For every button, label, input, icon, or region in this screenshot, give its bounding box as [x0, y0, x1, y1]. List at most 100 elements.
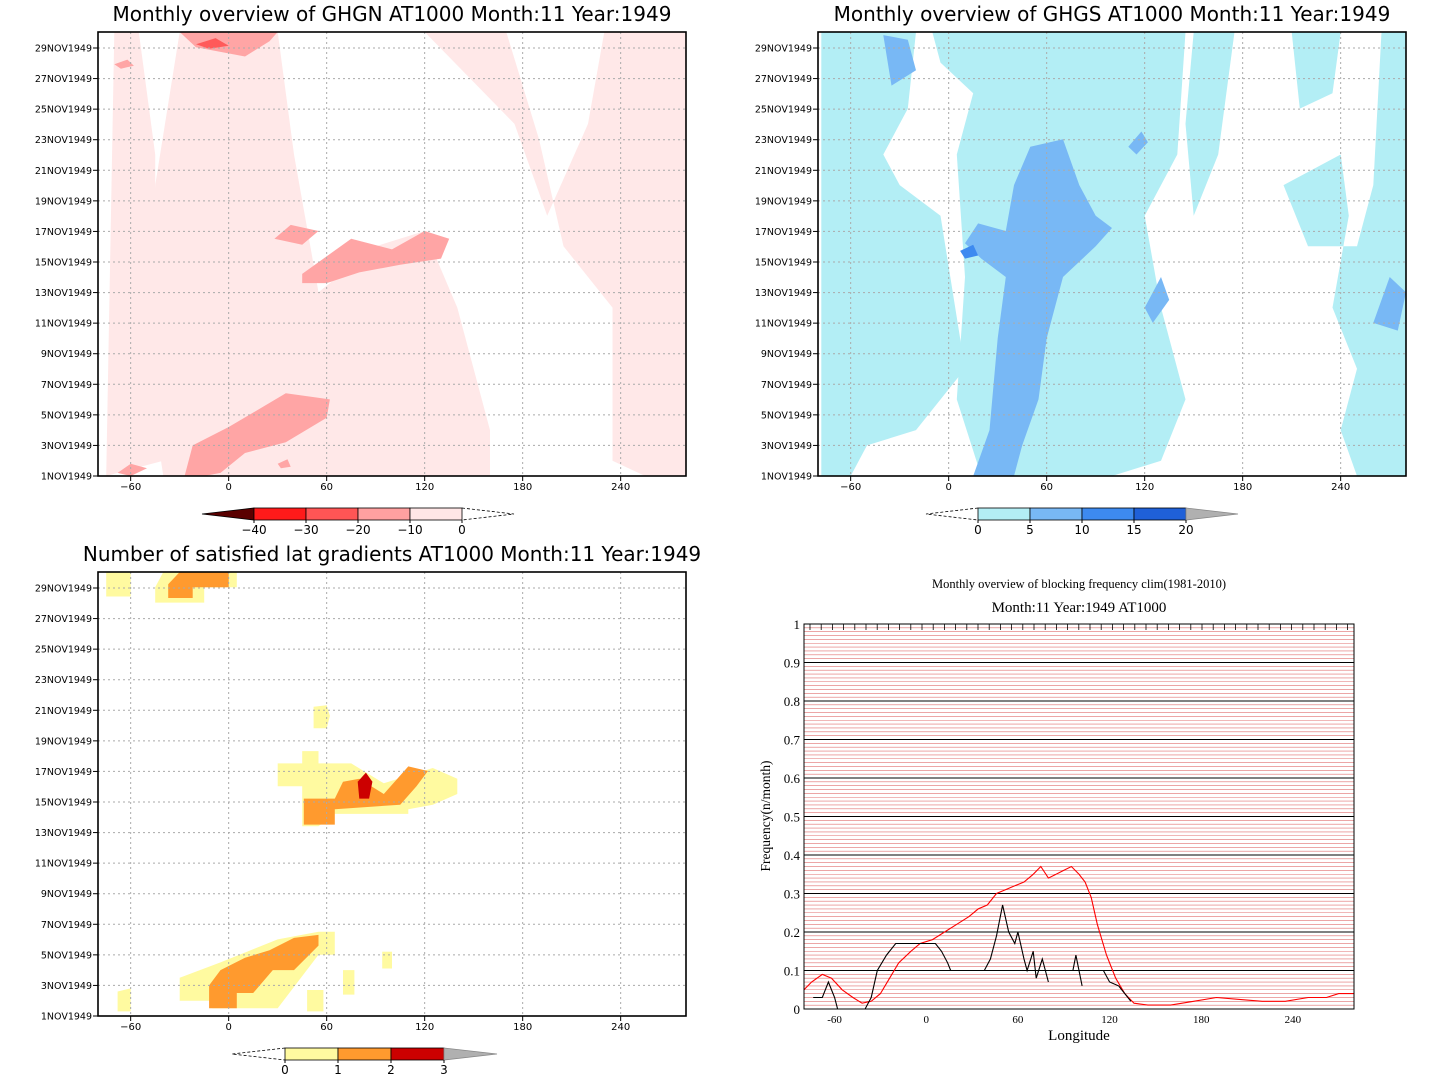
y-tick-label: 5NOV1949 — [761, 410, 812, 421]
contour-region — [179, 32, 278, 57]
x-tick-label: 180 — [1193, 1014, 1210, 1026]
y-tick-label: 17NOV1949 — [35, 227, 92, 238]
colorbar-label: 15 — [1126, 523, 1141, 537]
y-axis-label: Frequency(n/month) — [758, 761, 773, 872]
panel-blocking-frequency: Monthly overview of blocking frequency c… — [758, 577, 1355, 1044]
y-tick-label: 15NOV1949 — [755, 258, 812, 269]
y-tick-label: 7NOV1949 — [41, 920, 92, 931]
y-tick-label: 0 — [794, 1002, 801, 1017]
contour-region — [313, 705, 330, 729]
background-hlines — [804, 627, 1354, 1006]
colorbar-label: 0 — [974, 523, 982, 537]
plot-frame — [97, 571, 687, 1017]
colorbar-label: 10 — [1074, 523, 1089, 537]
x-tick-label: 60 — [320, 482, 333, 493]
contour-region — [343, 970, 355, 995]
y-tick-label: 0.1 — [784, 964, 800, 979]
colorbar-label: 5 — [1026, 523, 1034, 537]
colorbar-box — [1029, 507, 1083, 521]
x-tick-label: 240 — [611, 482, 630, 493]
contour-region — [106, 572, 131, 597]
plot-frame — [803, 623, 1355, 1010]
colorbar-label: 2 — [387, 1063, 395, 1077]
x-tick-label: -60 — [827, 1014, 842, 1026]
y-tick-label: 27NOV1949 — [35, 614, 92, 625]
contour-region — [965, 139, 1112, 476]
colorbar-box — [357, 507, 411, 521]
panel-subtitle: Month:11 Year:1949 AT1000 — [992, 600, 1167, 616]
y-tick-label: 7NOV1949 — [761, 380, 812, 391]
colorbar-label: 0 — [281, 1063, 289, 1077]
contour-region — [1144, 277, 1170, 323]
y-tick-label: 19NOV1949 — [35, 736, 92, 747]
colorbar-label: 1 — [334, 1063, 342, 1077]
y-tick-label: 0.3 — [784, 887, 800, 902]
y-tick-label: 19NOV1949 — [755, 196, 812, 207]
contour-region — [117, 988, 131, 1012]
contour-region — [184, 393, 330, 476]
y-tick-label: 1 — [794, 617, 801, 632]
y-tick-label: 25NOV1949 — [35, 105, 92, 116]
y-tick-label: 13NOV1949 — [35, 288, 92, 299]
y-tick-label: 7NOV1949 — [41, 380, 92, 391]
colorbar-arrow-left — [201, 507, 255, 521]
contour-region — [357, 772, 373, 799]
colorbar-box — [1133, 507, 1187, 521]
x-tick-label: 240 — [1331, 482, 1350, 493]
contour-regions — [106, 572, 458, 1012]
contour-region — [196, 38, 229, 49]
x-tick-label: 0 — [225, 482, 231, 493]
contour-regions — [821, 32, 1406, 476]
contour-region — [302, 231, 450, 284]
contour-region — [382, 951, 392, 969]
y-tick-label: 23NOV1949 — [35, 135, 92, 146]
y-tick-label: 1NOV1949 — [761, 472, 812, 483]
colorbar-arrow-left — [925, 507, 979, 521]
x-tick-label: 0 — [945, 482, 951, 493]
colorbar-box — [284, 1047, 339, 1061]
x-tick-label: 60 — [1040, 482, 1053, 493]
y-tick-label: 17NOV1949 — [755, 227, 812, 238]
y-tick-label: 11NOV1949 — [35, 319, 92, 330]
y-tick-label: 29NOV1949 — [755, 44, 812, 55]
y-tick-label: 0.7 — [784, 733, 801, 748]
y-tick-label: 3NOV1949 — [761, 441, 812, 452]
x-tick-label: 240 — [611, 1022, 630, 1033]
contour-region — [960, 244, 979, 259]
colorbar-label: −10 — [397, 523, 422, 537]
panel-title: Number of satisfied lat gradients AT1000… — [83, 542, 701, 566]
y-tick-label: 17NOV1949 — [35, 767, 92, 778]
contour-region — [117, 463, 147, 476]
colorbar-label: −40 — [241, 523, 266, 537]
y-tick-label: 0.5 — [784, 810, 800, 825]
panel-lat-gradients: Number of satisfied lat gradients AT1000… — [35, 542, 701, 1077]
contour-region — [826, 231, 867, 323]
y-tick-label: 27NOV1949 — [35, 74, 92, 85]
y-tick-label: 21NOV1949 — [755, 166, 812, 177]
y-tick-label: 3NOV1949 — [41, 441, 92, 452]
x-tick-label: 60 — [1012, 1014, 1024, 1026]
x-axis-label: Longitude — [1048, 1028, 1110, 1044]
colorbar-arrow-right — [1185, 507, 1239, 521]
contour-region — [114, 59, 134, 69]
colorbar-label: 3 — [440, 1063, 448, 1077]
y-tick-label: 13NOV1949 — [35, 828, 92, 839]
y-tick-label: 0.9 — [784, 656, 800, 671]
contour-region — [1291, 32, 1341, 109]
y-tick-label: 11NOV1949 — [35, 859, 92, 870]
panel-ghgn: Monthly overview of GHGN AT1000 Month:11… — [35, 2, 687, 537]
colorbar: 0 5 10 15 20 — [925, 507, 1239, 537]
y-tick-label: 1NOV1949 — [41, 472, 92, 483]
x-tick-label: 120 — [415, 482, 434, 493]
panel-title: Monthly overview of GHGN AT1000 Month:11… — [113, 2, 672, 26]
x-tick-label: 180 — [513, 1022, 532, 1033]
colorbar-box — [977, 507, 1031, 521]
y-tick-label: 9NOV1949 — [761, 349, 812, 360]
y-tick-label: 25NOV1949 — [35, 645, 92, 656]
panel-ghgs: Monthly overview of GHGS AT1000 Month:11… — [755, 2, 1407, 537]
y-tick-label: 0.4 — [784, 848, 801, 863]
y-tick-label: 0.8 — [784, 694, 800, 709]
x-tick-label: 120 — [1101, 1014, 1118, 1026]
y-tick-label: 5NOV1949 — [41, 950, 92, 961]
y-tick-label: 21NOV1949 — [35, 706, 92, 717]
